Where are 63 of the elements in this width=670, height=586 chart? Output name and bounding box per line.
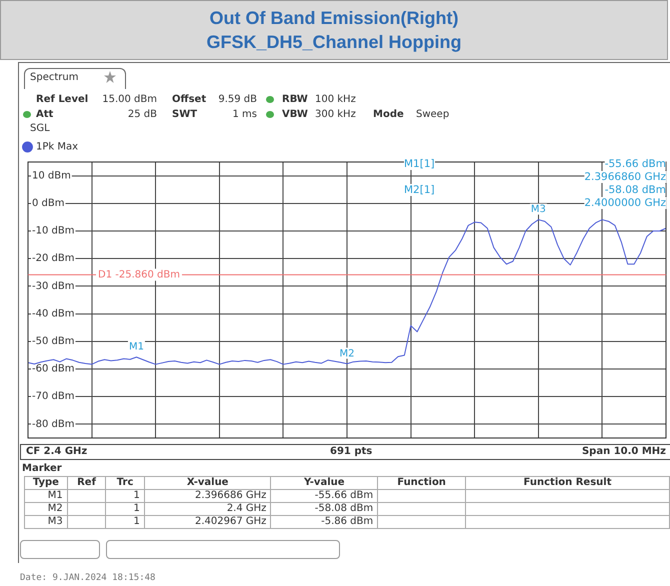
text: Ref [67, 476, 106, 490]
y-tick-label: 0 dBm [32, 198, 64, 209]
text: Function Result [466, 476, 670, 490]
annotation: M1 [128, 342, 144, 353]
y-tick-label: -70 dBm [32, 391, 74, 402]
text: 100 kHz [315, 94, 356, 106]
text: Mode [373, 109, 404, 121]
ref-line-label: D1 -25.860 dBm [98, 269, 180, 280]
text: 1 [106, 502, 144, 516]
text: Sweep [416, 109, 450, 121]
y-tick-label: 10 dBm [32, 170, 71, 182]
annotation: -55.66 dBm [604, 158, 666, 170]
y-tick-label: -50 dBm [32, 336, 74, 347]
text: Y-value [270, 476, 378, 490]
text: M2 [24, 502, 68, 516]
annotation: -58.08 dBm [604, 184, 666, 196]
text: 2.396686 GHz [144, 490, 271, 502]
annotation: M2 [340, 348, 354, 360]
text: Offset [172, 94, 206, 106]
text: Att [36, 109, 54, 121]
text: 1 [106, 516, 144, 528]
text: X-value [144, 476, 271, 490]
chart-title: Out Of Band Emission(Right) [208, 7, 460, 30]
text: -55.66 dBm [270, 490, 378, 502]
text: 25 dB [128, 109, 157, 121]
text: CF 2.4 GHz [26, 446, 88, 458]
text: Spectrum [30, 72, 78, 84]
text: M1 [24, 490, 68, 502]
legend-label: 1Pk Max [36, 142, 78, 153]
y-tick-label: -60 dBm [32, 364, 74, 375]
text: Trc [106, 476, 144, 490]
y-tick-label: -40 dBm [32, 308, 74, 320]
text: VBW [282, 109, 308, 121]
text: 2.402967 GHz [144, 516, 271, 528]
text: Ref Level [36, 94, 88, 106]
text: -58.08 dBm [270, 502, 378, 516]
annotation: M3 [530, 204, 546, 216]
text: 300 kHz [315, 109, 356, 121]
annotation: M2[1] [404, 184, 435, 196]
text: Date: 9.JAN.2024 18:15:48 [20, 572, 156, 584]
text: 9.59 dB [218, 94, 257, 106]
text: RBW [282, 94, 308, 106]
text: SGL [30, 123, 50, 135]
text: Function [378, 476, 466, 490]
y-tick-label: -30 dBm [32, 280, 74, 292]
text: 1 ms [232, 109, 257, 121]
annotation: 2.3966860 GHz [584, 171, 666, 183]
text: Type [24, 476, 68, 490]
annotation: 2.4000000 GHz [584, 197, 666, 209]
text: 2.4 GHz [144, 502, 271, 516]
text: Marker [22, 463, 62, 475]
text: -5.86 dBm [270, 516, 378, 528]
y-tick-label: -80 dBm [32, 418, 74, 430]
text: SWT [172, 109, 198, 121]
text: 691 pts [330, 446, 372, 458]
text: Span 10.0 MHz [582, 446, 666, 458]
text: 15.00 dBm [102, 94, 157, 106]
y-tick-label: -10 dBm [32, 226, 74, 237]
annotation: M1[1] [404, 158, 435, 170]
y-tick-label: -20 dBm [32, 253, 74, 264]
text: 1 [106, 490, 144, 502]
text: M3 [24, 516, 68, 528]
chart-subtitle: GFSK_DH5_Channel Hopping [205, 31, 462, 54]
